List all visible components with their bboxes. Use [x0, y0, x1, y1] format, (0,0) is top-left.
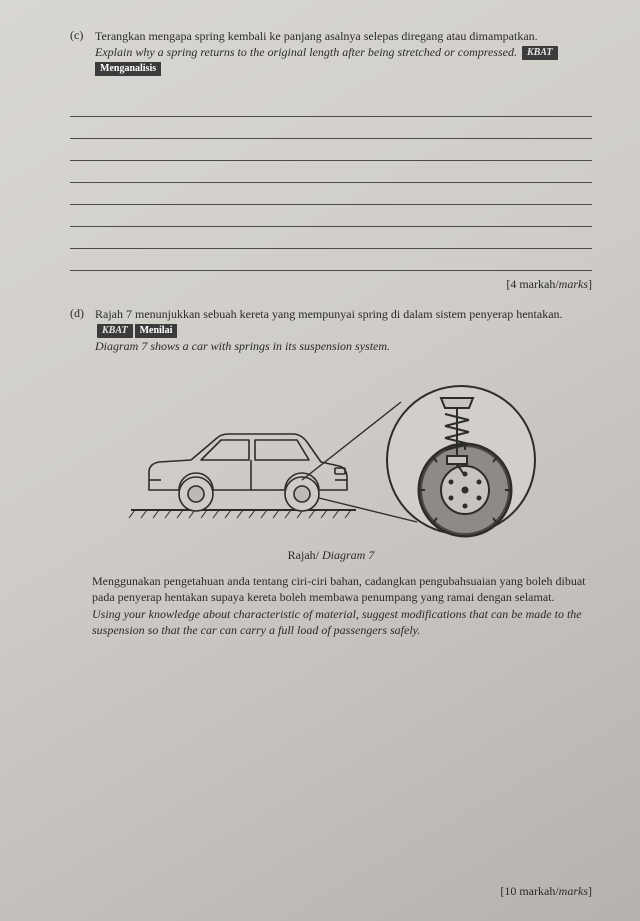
skill-tag-c: Menganalisis	[95, 62, 161, 76]
question-d-text: Rajah 7 menunjukkan sebuah kereta yang m…	[95, 306, 591, 355]
question-d-body: Menggunakan pengetahuan anda tentang cir…	[92, 573, 592, 638]
question-c-text: Terangkan mengapa spring kembali ke panj…	[95, 28, 591, 77]
marks-c: [4 markah/marks]	[70, 277, 592, 292]
kbat-tag-c: KBAT	[522, 46, 558, 60]
question-c: (c) Terangkan mengapa spring kembali ke …	[70, 28, 592, 77]
caption-ms: Rajah/	[288, 548, 319, 562]
worksheet-page: (c) Terangkan mengapa spring kembali ke …	[0, 0, 640, 921]
question-d-body2: Using your knowledge about characteristi…	[92, 607, 582, 637]
caption-en: Diagram 7	[319, 548, 374, 562]
question-c-line1: Terangkan mengapa spring kembali ke panj…	[95, 29, 538, 43]
question-c-line2: Explain why a spring returns to the orig…	[95, 45, 517, 59]
question-d-line2: Diagram 7 shows a car with springs in it…	[95, 339, 390, 353]
question-d-line1: Rajah 7 menunjukkan sebuah kereta yang m…	[95, 307, 563, 321]
answer-line[interactable]	[70, 161, 592, 183]
answer-line[interactable]	[70, 227, 592, 249]
answer-line[interactable]	[70, 249, 592, 271]
question-c-label: (c)	[70, 28, 92, 43]
answer-line[interactable]	[70, 95, 592, 117]
car-suspension-svg	[121, 372, 541, 542]
answer-lines-c	[70, 95, 592, 271]
skill-tag-d: Menilai	[135, 324, 178, 338]
question-d: (d) Rajah 7 menunjukkan sebuah kereta ya…	[70, 306, 592, 355]
answer-line[interactable]	[70, 205, 592, 227]
kbat-tag-d: KBAT	[97, 324, 133, 338]
answer-line[interactable]	[70, 183, 592, 205]
answer-line[interactable]	[70, 117, 592, 139]
question-d-label: (d)	[70, 306, 92, 321]
marks-d: [10 markah/marks]	[500, 884, 592, 899]
question-d-body1: Menggunakan pengetahuan anda tentang cir…	[92, 574, 585, 604]
diagram-7	[121, 372, 541, 542]
answer-line[interactable]	[70, 139, 592, 161]
diagram-caption: Rajah/ Diagram 7	[70, 548, 592, 563]
